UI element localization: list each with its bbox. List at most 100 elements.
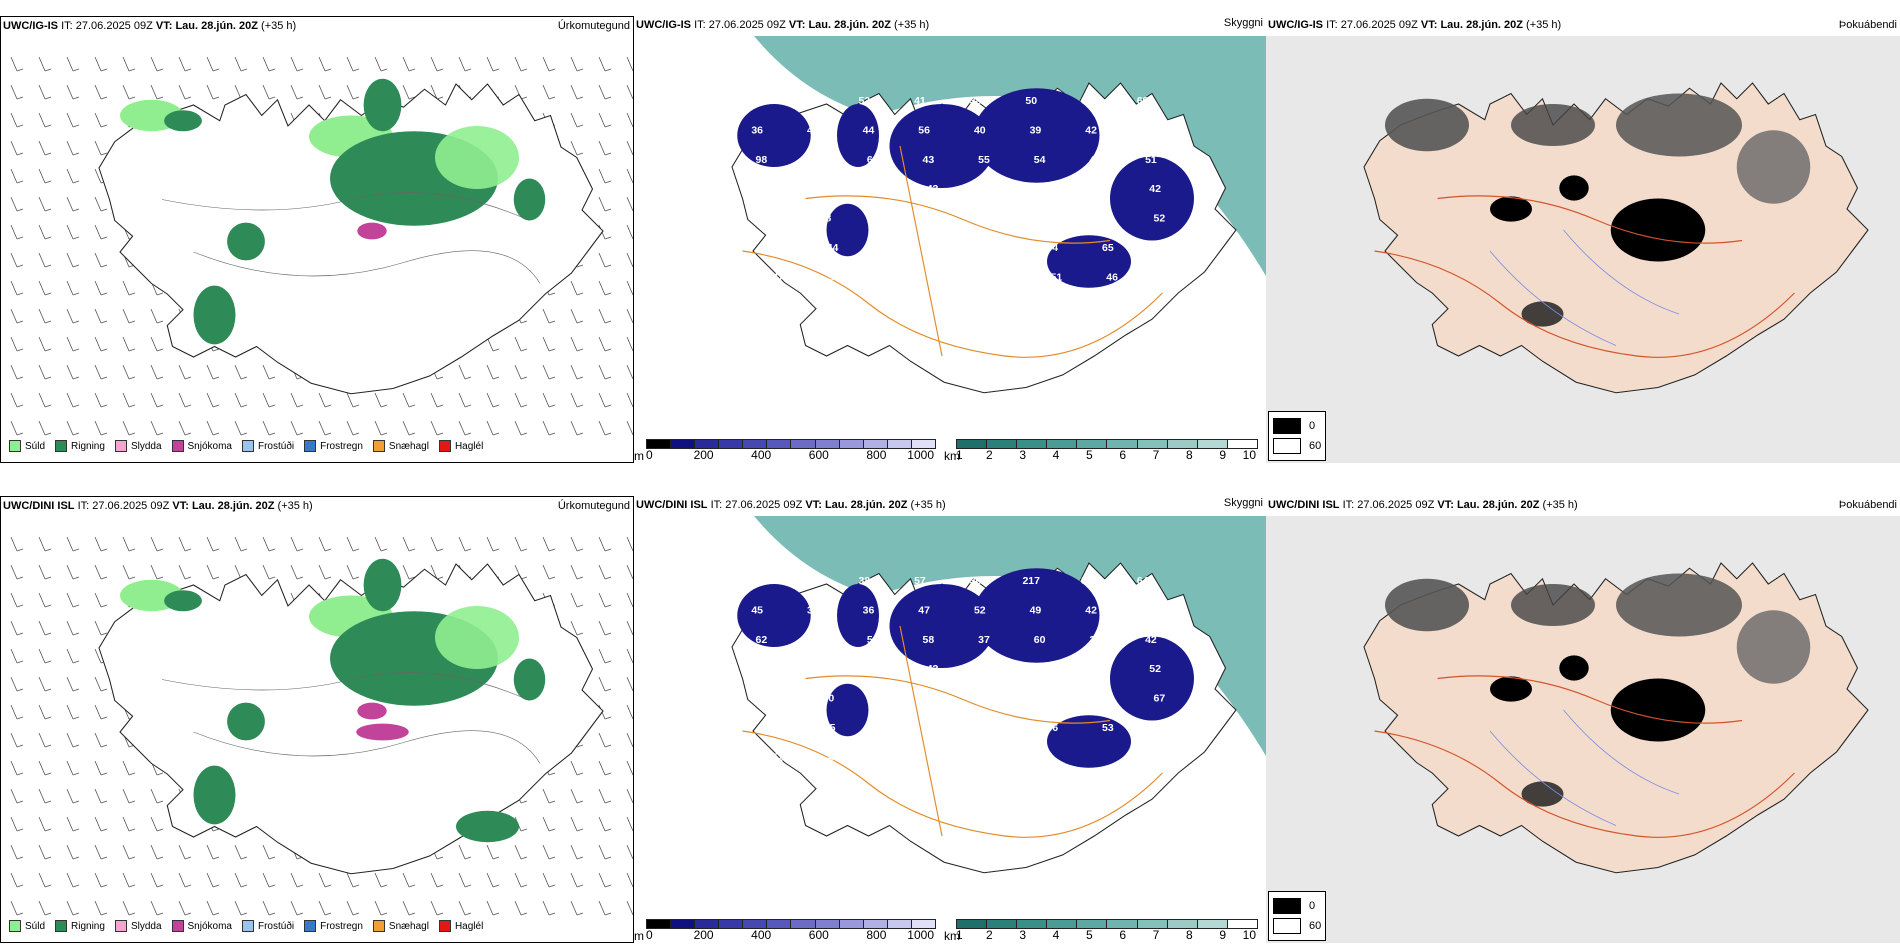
visibility-value-label: 50 — [1025, 95, 1037, 107]
visibility-value-label: 53 — [858, 95, 870, 107]
visibility-value-label: 64 — [1158, 242, 1170, 254]
visibility-value-label: 45 — [871, 183, 883, 195]
visibility-value-label: 47 — [1038, 183, 1050, 195]
model-name: UWC/DINI ISL — [1268, 499, 1340, 511]
visibility-value-label: 40 — [974, 124, 986, 136]
colorbar-segment — [1077, 920, 1108, 928]
model-name: UWC/DINI ISL — [3, 500, 75, 512]
legend-label: Frostúði — [257, 440, 295, 452]
model-name: UWC/IG-IS — [1268, 19, 1323, 31]
panel-title: Skyggni — [1220, 16, 1263, 32]
visibility-value-label: 37 — [978, 634, 990, 646]
vt-label: VT: — [155, 20, 173, 32]
colorbar-tick-label: 200 — [693, 928, 714, 942]
colorbar-tick-label: 600 — [808, 928, 829, 942]
visibility-value-label: 49 — [815, 183, 827, 195]
colorbar-segment — [911, 440, 935, 448]
legend-swatch — [241, 920, 254, 932]
panel-title: Þokuábendi — [1835, 16, 1897, 34]
colorbar-segment — [1047, 440, 1078, 448]
fog-legend-label: 60 — [1309, 920, 1322, 932]
fog-legend-item: 0 — [1273, 898, 1315, 914]
visibility-value-label: 73 — [1098, 213, 1110, 225]
colorbar-segment — [743, 440, 768, 448]
colorbar-tick-label: 9 — [1219, 448, 1226, 462]
visibility-value-label: 38 — [858, 575, 870, 587]
visibility-value-label: 49 — [982, 183, 994, 195]
visibility-value-label: 51 — [1051, 271, 1063, 283]
fog-legend: 0 60 — [1268, 891, 1326, 941]
colorbar-tick-label: 800 — [866, 448, 887, 462]
lead-time: (+35 h) — [261, 20, 297, 32]
legend-item: Snæhagl — [372, 440, 429, 452]
visibility-value-label: 6 — [998, 271, 1004, 283]
visibility-value-label: 50 — [828, 271, 840, 283]
panel-title: Úrkomutegund — [554, 17, 630, 35]
visibility-value-label: 43 — [777, 301, 789, 313]
legend-swatch — [114, 920, 127, 932]
colorbar-tick-label: 1000 — [907, 928, 934, 942]
legend-item: Slydda — [114, 440, 162, 452]
visibility-value-label: 51 — [987, 693, 999, 705]
legend-swatch — [304, 920, 317, 932]
legend-swatch — [171, 440, 184, 452]
init-time: 27.06.2025 09Z — [1357, 499, 1435, 511]
colorbar-segment — [671, 440, 696, 448]
colorbar-segment — [1077, 440, 1108, 448]
colorbar-segment — [719, 920, 744, 928]
legend-label: Rigning — [71, 920, 105, 932]
visibility-value-label: 54 — [1034, 154, 1046, 166]
visibility-value-label: 54 — [931, 693, 943, 705]
colorbar-segment — [719, 440, 744, 448]
visibility-value-label: 58 — [923, 634, 935, 646]
panel-header: UWC/IG-IS IT: 27.06.2025 09Z VT: Lau. 28… — [1266, 16, 1900, 34]
colorbar-tick-label: 3 — [1019, 928, 1026, 942]
colorbar-segment — [647, 440, 672, 448]
colorbar-segment — [839, 440, 864, 448]
visibility-map: 50 50 53 41 38 50 67 69 36 43 44 56 40 39 42 58 98 52 61 43… — [634, 36, 1266, 436]
precip-panel-top: UWC/IG-IS IT: 27.06.2025 09Z VT: Lau. 28… — [0, 16, 634, 463]
colorbar-segment — [815, 440, 840, 448]
colorbar-segment — [839, 920, 864, 928]
colorbar-segment — [695, 440, 720, 448]
visibility-value-label: 71 — [764, 213, 776, 225]
legend-label: Snjókoma — [187, 920, 232, 932]
visibility-value-label: 144 — [821, 242, 839, 254]
fog-legend-label: 0 — [1309, 420, 1316, 432]
visibility-value-label: 46 — [871, 663, 883, 675]
visibility-value-label: 46 — [1106, 271, 1118, 283]
legend-swatch — [372, 920, 385, 932]
panel-header: UWC/DINI ISL IT: 27.06.2025 09Z VT: Lau.… — [1266, 496, 1900, 514]
colorbar-segment — [1197, 440, 1228, 448]
model-name: UWC/IG-IS — [636, 19, 691, 31]
legend-swatch — [171, 920, 184, 932]
visibility-value-label: 53 — [1102, 722, 1114, 734]
visibility-value-label: 51 — [1145, 154, 1157, 166]
fog-legend-item: 60 — [1273, 438, 1321, 454]
visibility-value-label: 57 — [914, 575, 926, 587]
vt-label: VT: — [788, 19, 806, 31]
valid-time: Lau. 28.jún. 20Z — [191, 500, 275, 512]
colorbar-tick-label: 7 — [1152, 448, 1160, 462]
lead-time: (+35 h) — [1526, 19, 1562, 31]
visibility-value-label: 44 — [884, 271, 896, 283]
fog-legend-swatch — [1273, 898, 1301, 914]
colorbar-tick-label: 0 — [646, 928, 653, 942]
visibility-value-label: 33 — [760, 663, 772, 675]
fog-map — [1266, 516, 1900, 943]
visibility-value-label: 42 — [1145, 634, 1157, 646]
visibility-value-label: 50 — [803, 95, 815, 107]
init-time: 27.06.2025 09Z — [75, 20, 153, 32]
legend-swatch — [241, 440, 254, 452]
visibility-value-label: 38 — [970, 95, 982, 107]
colorbar-segment — [863, 440, 888, 448]
model-name: UWC/DINI ISL — [636, 499, 708, 511]
visibility-value-label: 50 — [747, 95, 759, 107]
legend-item: Súld — [9, 920, 45, 932]
visibility-value-label: 55 — [978, 154, 990, 166]
visibility-value-label: 43 — [764, 693, 776, 705]
fog-legend-label: 0 — [1309, 900, 1316, 912]
colorbar-tick-label: 5 — [1085, 448, 1093, 462]
visibility-value-label: 42 — [803, 575, 815, 587]
legend-swatch — [55, 920, 68, 932]
